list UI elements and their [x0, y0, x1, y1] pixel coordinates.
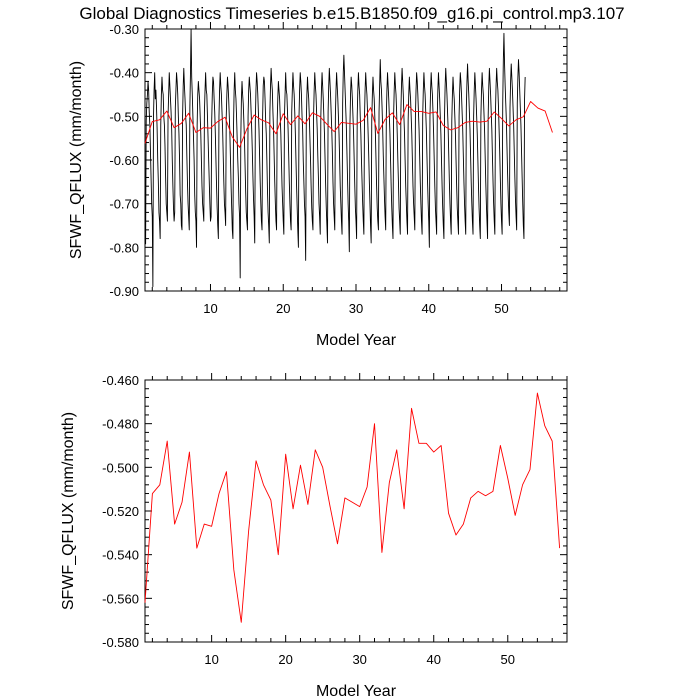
- y-tick-label: -0.580: [102, 635, 139, 650]
- y-tick-label: -0.80: [109, 240, 139, 255]
- x-tick-label: 50: [501, 652, 515, 667]
- bottom-plot-frame: [144, 379, 568, 643]
- top-x-ticks: 10 20 30 40 50: [151, 22, 561, 316]
- x-tick-label: 10: [203, 301, 217, 316]
- x-tick-label: 50: [494, 301, 508, 316]
- y-tick-label: -0.40: [109, 66, 139, 81]
- y-tick-label: -0.460: [102, 373, 139, 388]
- y-tick-label: -0.540: [102, 548, 139, 563]
- y-tick-label: -0.480: [102, 417, 139, 432]
- series-line-monthly: [144, 28, 526, 288]
- x-tick-label: 20: [278, 652, 292, 667]
- x-tick-label: 10: [204, 652, 218, 667]
- y-tick-label: -0.560: [102, 591, 139, 606]
- y-tick-label: -0.520: [102, 504, 139, 519]
- series-line-annual-mean: [144, 101, 553, 148]
- x-tick-label: 40: [427, 652, 441, 667]
- y-tick-label: -0.50: [109, 109, 139, 124]
- y-tick-label: -0.90: [109, 284, 139, 299]
- y-tick-label: -0.60: [109, 153, 139, 168]
- top-series: [144, 28, 553, 288]
- y-tick-label: -0.30: [109, 22, 139, 37]
- series-line-annual-mean: [144, 392, 561, 623]
- top-plot-panel: -0.90 -0.80 -0.70 -0.60 -0.50 -0.40 -0.30 10 20…: [68, 22, 568, 349]
- bottom-y-ticks: -0.580 -0.560 -0.540 -0.520 -0.500 -0.480 -0.4…: [102, 373, 567, 650]
- bottom-plot-panel: -0.580 -0.560 -0.540 -0.520 -0.500 -0.480 -0.4…: [60, 373, 568, 700]
- chart-title: Global Diagnostics Timeseries b.e15.B185…: [79, 4, 624, 23]
- y-tick-label: -0.70: [109, 197, 139, 212]
- bottom-x-axis-label: Model Year: [316, 683, 397, 700]
- bottom-x-ticks: 10 20 30 40 50: [151, 373, 568, 667]
- top-x-axis-label: Model Year: [316, 332, 397, 349]
- bottom-series: [144, 392, 561, 623]
- y-tick-label: -0.500: [102, 460, 139, 475]
- top-y-ticks: -0.90 -0.80 -0.70 -0.60 -0.50 -0.40 -0.30: [109, 22, 567, 299]
- top-y-axis-label: SFWF_QFLUX (mm/month): [68, 61, 85, 259]
- bottom-y-axis-label: SFWF_QFLUX (mm/month): [60, 412, 77, 610]
- x-tick-label: 30: [352, 652, 366, 667]
- x-tick-label: 20: [276, 301, 290, 316]
- x-tick-label: 30: [349, 301, 363, 316]
- x-tick-label: 40: [422, 301, 436, 316]
